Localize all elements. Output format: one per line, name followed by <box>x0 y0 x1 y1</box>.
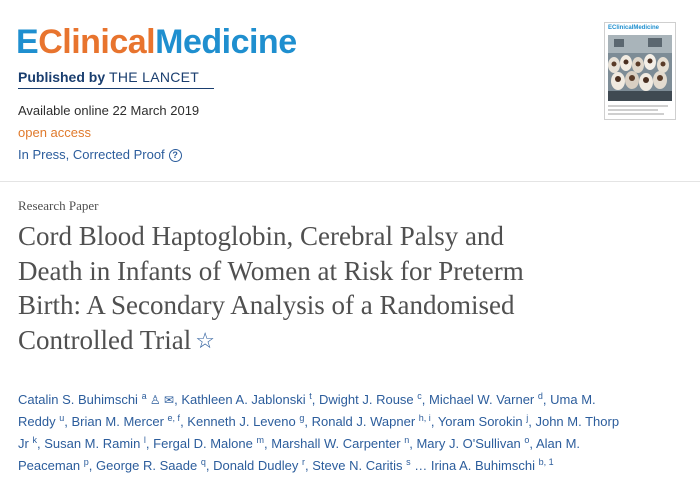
author-line: Jr k, Susan M. Ramin l, Fergal D. Malone… <box>18 433 688 455</box>
author-name[interactable]: Fergal D. Malone <box>153 436 253 451</box>
author-line: Peaceman p, George R. Saade q, Donald Du… <box>18 455 688 477</box>
author-name[interactable]: John M. Thorp <box>535 414 620 429</box>
author-separator: , <box>304 414 312 429</box>
author-separator: , <box>205 458 214 473</box>
author-separator: , <box>180 414 188 429</box>
author-affiliation[interactable]: h, i <box>418 413 431 423</box>
author-name[interactable]: Mary J. O'Sullivan <box>416 436 521 451</box>
author-affiliation[interactable]: t <box>309 391 312 401</box>
author-name[interactable]: Kenneth J. Leveno <box>187 414 296 429</box>
author-name[interactable]: Catalin S. Buhimschi <box>18 392 138 407</box>
author-name[interactable]: Ronald J. Wapner <box>311 414 416 429</box>
title-line: Death in Infants of Women at Risk for Pr… <box>18 255 524 286</box>
author-line: Catalin S. Buhimschi a ♙ ✉, Kathleen A. … <box>18 389 688 411</box>
author-affiliation[interactable]: n <box>404 435 410 445</box>
author-separator: , <box>409 436 417 451</box>
author-name[interactable]: Alan M. <box>535 436 581 451</box>
title-line: Cord Blood Haptoglobin, Cerebral Palsy a… <box>18 221 504 251</box>
published-by-label: Published by <box>18 69 110 85</box>
author-affiliation[interactable]: a <box>141 391 147 401</box>
available-online-date: Available online 22 March 2019 <box>18 103 200 118</box>
author-separator: , <box>430 414 438 429</box>
cover-text-lines <box>608 105 672 117</box>
author-affiliation[interactable]: q <box>200 457 206 467</box>
author-affiliation[interactable]: u <box>59 413 65 423</box>
author-separator: , <box>36 436 45 451</box>
author-separator: , <box>145 436 154 451</box>
help-icon[interactable]: ? <box>168 149 182 162</box>
open-access-label: open access <box>18 125 91 140</box>
author-affiliation[interactable]: s <box>406 457 411 467</box>
author-affiliation[interactable]: c <box>417 391 422 401</box>
article-status: In Press, Corrected Proof? <box>18 147 182 163</box>
author-separator: , <box>88 458 97 473</box>
author-separator: , <box>311 392 319 407</box>
author-name[interactable]: Steve N. Caritis <box>312 458 403 473</box>
author-name[interactable]: Donald Dudley <box>213 458 299 473</box>
author-affiliation[interactable]: j <box>526 413 529 423</box>
author-name[interactable]: Uma M. <box>550 392 596 407</box>
author-separator: … <box>410 458 431 473</box>
author-name[interactable]: George R. Saade <box>96 458 198 473</box>
section-divider <box>0 181 700 182</box>
author-contact-icons[interactable]: ♙ ✉ <box>146 393 175 407</box>
author-separator: , <box>421 392 430 407</box>
author-affiliation[interactable]: g <box>299 413 305 423</box>
author-separator: , <box>305 458 313 473</box>
author-line: Reddy u, Brian M. Mercer e, f, Kenneth J… <box>18 411 688 433</box>
author-name[interactable]: Peaceman <box>18 458 81 473</box>
author-affiliation[interactable]: l <box>143 435 146 445</box>
logo-e: E <box>16 23 39 61</box>
author-affiliation[interactable]: p <box>83 457 89 467</box>
author-separator: , <box>64 414 72 429</box>
author-separator: , <box>264 436 272 451</box>
author-affiliation[interactable]: o <box>524 435 530 445</box>
author-affiliation[interactable]: k <box>32 435 37 445</box>
author-separator: , <box>174 392 182 407</box>
author-affiliation[interactable]: r <box>302 457 305 467</box>
author-name[interactable]: Brian M. Mercer <box>71 414 164 429</box>
author-affiliation[interactable]: d <box>537 391 543 401</box>
author-separator: , <box>529 436 536 451</box>
author-separator: , <box>528 414 536 429</box>
star-icon[interactable]: ☆ <box>195 327 216 353</box>
author-name[interactable]: Dwight J. Rouse <box>319 392 414 407</box>
published-by-lancet[interactable]: Published by THE LANCET <box>18 68 199 86</box>
author-affiliation[interactable]: b, 1 <box>538 457 554 467</box>
logo-clinical: Clinical <box>38 23 156 61</box>
author-name[interactable]: Marshall W. Carpenter <box>271 436 401 451</box>
author-separator: , <box>542 392 551 407</box>
title-line: Birth: A Secondary Analysis of a Randomi… <box>18 290 515 320</box>
author-name[interactable]: Jr <box>18 436 29 451</box>
author-list: Catalin S. Buhimschi a ♙ ✉, Kathleen A. … <box>18 389 688 477</box>
author-affiliation[interactable]: e, f <box>167 413 181 423</box>
journal-logo[interactable]: EClinicalMedicine <box>16 22 297 62</box>
article-status-label: In Press, Corrected Proof <box>18 147 165 162</box>
title-line-last: Controlled Trial ☆ <box>18 323 698 359</box>
journal-cover-image[interactable]: EClinicalMedicine <box>604 22 676 120</box>
publisher-underline <box>18 88 214 89</box>
author-name[interactable]: Yoram Sorokin <box>437 414 523 429</box>
author-affiliation[interactable]: m <box>256 435 265 445</box>
title-line-text: Controlled Trial <box>18 324 192 355</box>
author-name[interactable]: Irina A. Buhimschi <box>430 458 535 473</box>
author-name[interactable]: Reddy <box>18 414 56 429</box>
logo-medicine: Medicine <box>155 23 297 61</box>
cover-photo <box>608 35 672 101</box>
author-name[interactable]: Susan M. Ramin <box>44 436 141 451</box>
author-name[interactable]: Michael W. Varner <box>429 392 535 407</box>
author-name[interactable]: Kathleen A. Jablonski <box>181 392 306 407</box>
cover-title: EClinicalMedicine <box>608 25 660 31</box>
article-title: Cord Blood Haptoglobin, Cerebral Palsy a… <box>18 219 698 358</box>
publisher-name: THE LANCET <box>109 69 200 85</box>
article-type: Research Paper <box>18 198 99 213</box>
